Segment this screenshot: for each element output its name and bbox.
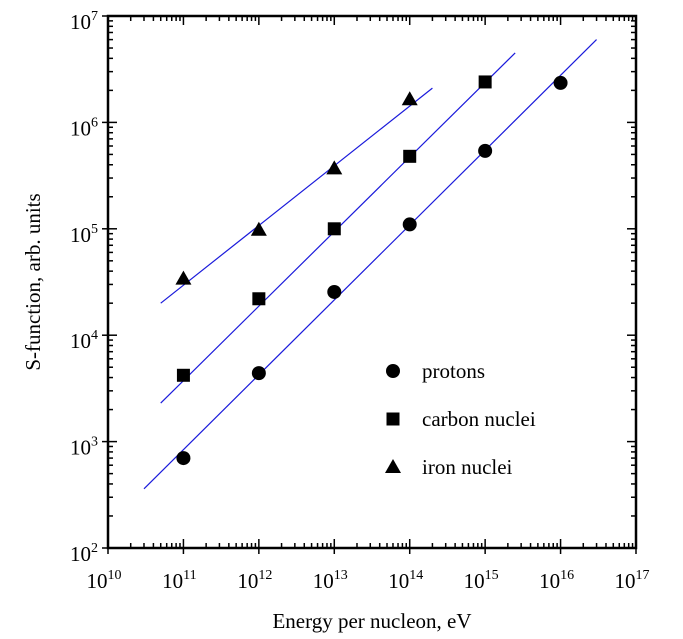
x-tick-label: 1010 — [87, 568, 122, 593]
y-tick-label: 102 — [70, 541, 98, 566]
protons-point — [176, 451, 191, 466]
iron-nuclei-point — [326, 160, 343, 175]
y-tick-label: 105 — [70, 222, 98, 247]
legend-label: iron nuclei — [422, 455, 513, 479]
x-tick-label: 1014 — [388, 568, 423, 593]
y-tick-label: 104 — [70, 328, 98, 353]
x-tick-label: 1015 — [464, 568, 499, 593]
x-axis-title: Energy per nucleon, eV — [272, 609, 471, 633]
x-tick-label: 1013 — [313, 568, 348, 593]
legend-marker-carbon-nuclei — [386, 412, 400, 426]
legend-label: protons — [422, 359, 485, 383]
protons-point — [553, 75, 568, 90]
iron-nuclei-point — [175, 270, 192, 285]
carbon-nuclei-point — [327, 222, 341, 236]
protons-point — [402, 217, 417, 232]
y-tick-label: 103 — [70, 435, 98, 460]
legend: protons carbon nuclei iron nuclei — [385, 359, 536, 479]
carbon-nuclei-point — [252, 292, 266, 306]
fit-line-protons — [143, 39, 597, 490]
y-axis-title: S-function, arb. units — [21, 193, 45, 370]
x-tick-label: 1011 — [162, 568, 196, 593]
carbon-nuclei-point — [478, 75, 492, 89]
legend-marker-iron-nuclei — [385, 459, 401, 473]
carbon-nuclei-point — [403, 149, 417, 163]
x-tick-label: 1012 — [237, 568, 272, 593]
iron-nuclei-point — [401, 91, 418, 106]
carbon-nuclei-point — [176, 368, 190, 382]
legend-label: carbon nuclei — [422, 407, 536, 431]
protons-point — [327, 284, 342, 299]
y-tick-label: 107 — [70, 9, 98, 34]
iron-nuclei-point — [250, 221, 267, 236]
axis-ticks — [102, 15, 637, 554]
protons-point — [478, 143, 493, 158]
tick-labels: 1010 1011 1012 1013 1014 1015 1016 1017 102 103 10… — [70, 9, 650, 593]
x-tick-label: 1016 — [539, 568, 574, 593]
plot-frame — [106, 14, 638, 550]
legend-marker-protons — [386, 364, 400, 378]
protons-point — [251, 366, 266, 381]
fit-line-iron-nuclei — [160, 87, 433, 304]
y-tick-label: 106 — [70, 115, 98, 140]
data-markers — [175, 75, 568, 466]
x-tick-label: 1017 — [615, 568, 650, 593]
